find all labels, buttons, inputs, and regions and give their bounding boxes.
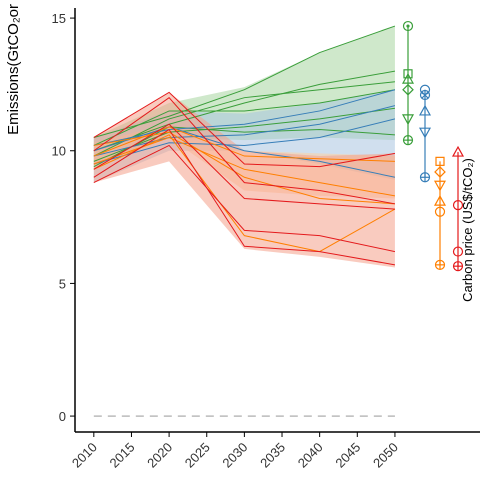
marker-part xyxy=(401,72,415,84)
marker-part xyxy=(402,20,414,32)
x-tick-label: 2015 xyxy=(107,440,138,471)
x-tick-label: 2010 xyxy=(69,440,100,471)
series-line xyxy=(93,89,396,146)
x-tick-label: 2020 xyxy=(144,440,175,471)
series-line xyxy=(93,70,396,152)
marker-part xyxy=(406,24,410,28)
marker-part xyxy=(402,83,414,96)
marker-part xyxy=(433,180,447,192)
marker-part xyxy=(433,194,447,206)
price-marker xyxy=(402,135,414,146)
y-tick-label: 5 xyxy=(59,276,66,291)
price-marker xyxy=(419,172,431,183)
series-line xyxy=(93,123,395,210)
price-marker xyxy=(418,104,432,116)
x-tick-label: 2040 xyxy=(295,440,326,471)
series-line xyxy=(93,128,396,266)
price-marker xyxy=(433,194,447,206)
series-line xyxy=(93,105,396,157)
price-marker xyxy=(434,259,446,270)
series-line xyxy=(93,118,396,165)
price-marker xyxy=(402,83,414,96)
marker-part xyxy=(434,206,446,217)
price-marker xyxy=(403,69,413,79)
marker-part xyxy=(451,145,465,157)
price-marker xyxy=(419,89,431,101)
marker-part xyxy=(418,104,432,116)
marker-part xyxy=(435,156,445,166)
marker-part xyxy=(401,114,415,126)
series-line xyxy=(93,107,396,162)
marker-part xyxy=(452,246,464,257)
series-line xyxy=(93,134,396,253)
series-line xyxy=(93,97,396,205)
series-line xyxy=(93,91,396,168)
marker-part xyxy=(434,166,446,178)
series-line xyxy=(93,144,396,253)
x-tick-label: 2025 xyxy=(182,440,213,471)
x-tick-label: 2050 xyxy=(370,440,401,471)
marker-part xyxy=(418,127,432,139)
price-marker xyxy=(434,206,446,217)
x-tick-label: 2035 xyxy=(257,440,288,471)
price-marker xyxy=(433,180,447,192)
marker-part xyxy=(452,200,464,211)
y-axis-label: Emissions(GtCO₂or xyxy=(5,4,22,135)
price-marker xyxy=(401,72,415,84)
price-marker xyxy=(451,145,465,157)
y-tick-label: 0 xyxy=(59,409,66,424)
y-tick-label: 10 xyxy=(52,144,66,159)
x-tick-label: 2030 xyxy=(219,440,250,471)
price-marker xyxy=(402,20,414,32)
price-marker xyxy=(434,166,446,178)
series-line xyxy=(93,81,395,157)
x-tick-label: 2045 xyxy=(332,440,363,471)
price-marker xyxy=(418,127,432,139)
series-line xyxy=(93,126,396,178)
marker-part xyxy=(421,91,429,99)
marker-part xyxy=(419,89,431,101)
y2-axis-label: Carbon price (US$/tCO₂) xyxy=(460,158,475,302)
price-marker xyxy=(435,156,445,166)
marker-part xyxy=(403,69,413,79)
price-marker xyxy=(452,246,464,257)
price-marker xyxy=(401,114,415,126)
band xyxy=(93,92,395,268)
price-marker xyxy=(452,261,464,272)
y-tick-label: 15 xyxy=(52,11,66,26)
series-line xyxy=(93,131,395,205)
price-marker xyxy=(452,200,464,211)
series-line xyxy=(93,25,396,138)
